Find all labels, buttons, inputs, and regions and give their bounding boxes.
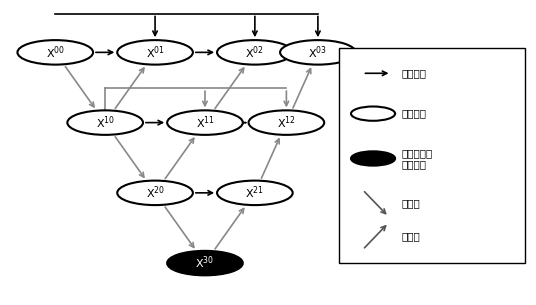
Text: 两次卷积加
残差模块: 两次卷积加 残差模块 bbox=[402, 148, 433, 169]
Ellipse shape bbox=[217, 181, 293, 205]
Ellipse shape bbox=[167, 110, 243, 135]
Ellipse shape bbox=[18, 40, 93, 65]
Text: 下采样: 下采样 bbox=[402, 198, 421, 208]
Text: 上采样: 上采样 bbox=[402, 231, 421, 241]
Bar bbox=[339, 48, 525, 263]
Ellipse shape bbox=[280, 40, 356, 65]
Text: 跳跃连接: 跳跃连接 bbox=[402, 68, 427, 78]
Ellipse shape bbox=[217, 40, 293, 65]
Text: $\mathrm{X}^{21}$: $\mathrm{X}^{21}$ bbox=[245, 185, 264, 201]
Ellipse shape bbox=[249, 110, 324, 135]
Ellipse shape bbox=[167, 251, 243, 275]
Text: $\mathrm{X}^{20}$: $\mathrm{X}^{20}$ bbox=[146, 185, 165, 201]
Ellipse shape bbox=[117, 181, 193, 205]
Text: $\mathrm{X}^{30}$: $\mathrm{X}^{30}$ bbox=[196, 255, 214, 271]
Text: $\mathrm{X}^{01}$: $\mathrm{X}^{01}$ bbox=[146, 44, 165, 61]
Ellipse shape bbox=[68, 110, 143, 135]
Ellipse shape bbox=[351, 151, 395, 166]
Ellipse shape bbox=[351, 106, 395, 121]
Text: $\mathrm{X}^{00}$: $\mathrm{X}^{00}$ bbox=[46, 44, 65, 61]
Text: $\mathrm{X}^{10}$: $\mathrm{X}^{10}$ bbox=[95, 114, 115, 131]
Text: $\mathrm{X}^{12}$: $\mathrm{X}^{12}$ bbox=[277, 114, 296, 131]
Text: 两次卷积: 两次卷积 bbox=[402, 109, 427, 119]
Text: $\mathrm{X}^{02}$: $\mathrm{X}^{02}$ bbox=[245, 44, 264, 61]
Text: $\mathrm{X}^{11}$: $\mathrm{X}^{11}$ bbox=[196, 114, 214, 131]
Text: $\mathrm{X}^{03}$: $\mathrm{X}^{03}$ bbox=[308, 44, 327, 61]
Ellipse shape bbox=[117, 40, 193, 65]
